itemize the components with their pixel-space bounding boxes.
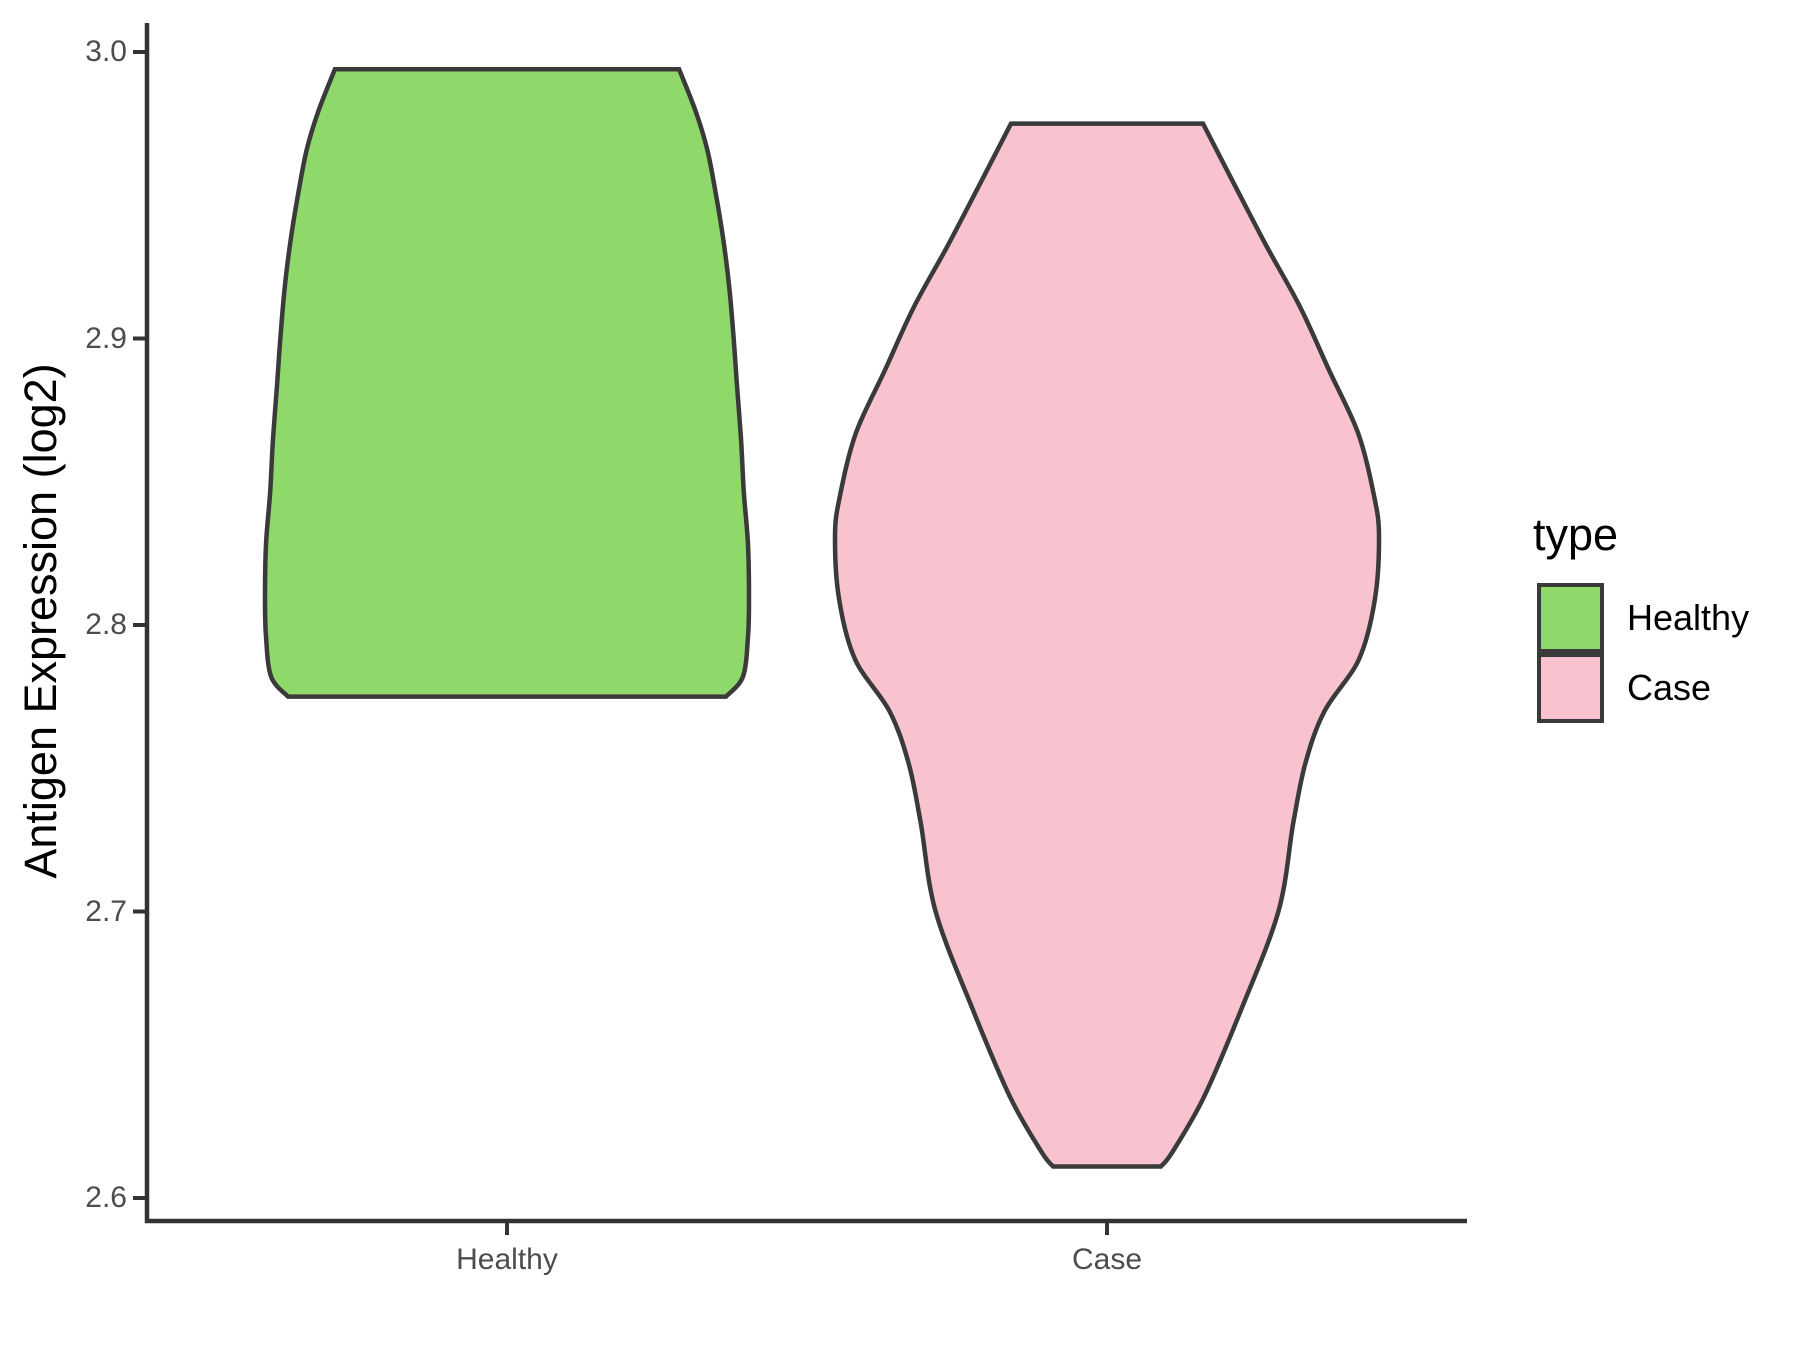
- legend-swatch-healthy: [1537, 583, 1604, 653]
- violin-healthy: [262, 66, 752, 699]
- y-tick-label-2.6: 2.6: [85, 1181, 127, 1214]
- legend-label-case: Case: [1627, 667, 1712, 708]
- y-tick-label-2.7: 2.7: [85, 894, 127, 928]
- legend-title: type: [1533, 509, 1619, 560]
- y-tick-label-2.9: 2.9: [85, 321, 127, 355]
- legend-key-case: Case: [1537, 653, 1711, 723]
- legend-swatch-case: [1537, 653, 1604, 723]
- legend: type Healthy Case: [1533, 509, 1793, 723]
- x-tick-label-case: Case: [1071, 1243, 1143, 1276]
- legend-key-healthy: Healthy: [1537, 583, 1749, 653]
- x-tick-label-healthy: Healthy: [456, 1243, 558, 1276]
- y-axis-title: Antigen Expression (log2): [15, 363, 66, 879]
- violin-case: [832, 121, 1382, 1169]
- legend-label-healthy: Healthy: [1627, 597, 1750, 638]
- y-tick-label-3.0: 3.0: [85, 35, 127, 68]
- y-tick-label-2.8: 2.8: [85, 608, 127, 641]
